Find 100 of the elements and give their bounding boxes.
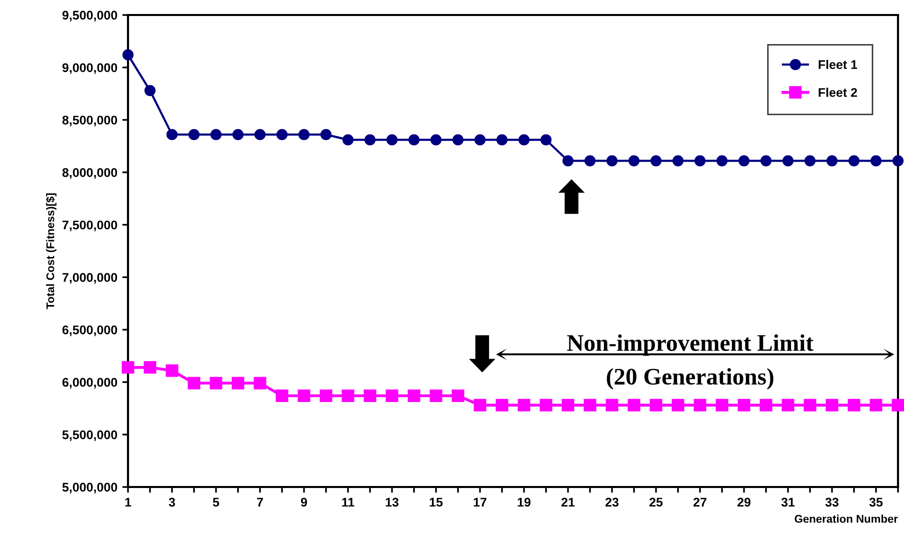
x-axis-title: Generation Number xyxy=(794,514,898,523)
x-tick-label: 33 xyxy=(825,498,838,507)
point xyxy=(342,134,354,146)
point xyxy=(518,134,530,146)
point xyxy=(672,155,684,166)
point xyxy=(496,134,508,146)
point xyxy=(518,398,530,412)
point xyxy=(188,129,200,140)
point xyxy=(430,134,442,146)
point xyxy=(452,389,464,402)
point xyxy=(892,398,904,412)
y-tick-label: 6,500,000 xyxy=(62,325,118,336)
point xyxy=(166,129,178,140)
point xyxy=(320,389,332,402)
point xyxy=(408,389,420,402)
point xyxy=(320,129,332,140)
point xyxy=(584,155,596,166)
y-tick-label: 7,000,000 xyxy=(62,273,118,284)
point xyxy=(298,389,310,402)
point xyxy=(826,155,838,166)
x-tick-label: 27 xyxy=(693,498,706,506)
y-tick-label: 9,500,000 xyxy=(62,10,118,22)
x-tick-label: 21 xyxy=(561,498,575,506)
point xyxy=(364,134,376,146)
x-tick-label: 9 xyxy=(300,498,308,507)
x-tick-label: 17 xyxy=(474,498,486,506)
point xyxy=(716,155,728,166)
annotation: Non-improvement Limit (20 Generations) xyxy=(567,334,814,390)
x-tick-label: 11 xyxy=(342,498,354,506)
point xyxy=(474,134,486,146)
point xyxy=(210,129,222,140)
y-tick-label: 8,000,000 xyxy=(62,168,118,179)
y-tick-label: 8,500,000 xyxy=(62,116,118,126)
point xyxy=(386,134,398,146)
point xyxy=(826,398,838,412)
point xyxy=(474,398,486,412)
x-tick-label: 25 xyxy=(649,498,663,507)
point xyxy=(738,398,750,412)
point xyxy=(386,389,398,402)
y-tick-label: 6,000,000 xyxy=(62,378,118,389)
legend-label: Fleet 1 xyxy=(818,60,858,70)
point xyxy=(694,155,706,166)
x-tick-label: 19 xyxy=(518,498,530,507)
x-tick-label: 15 xyxy=(430,498,443,507)
point xyxy=(650,398,662,412)
point xyxy=(848,155,860,166)
point xyxy=(716,398,728,412)
point xyxy=(166,364,178,377)
point xyxy=(672,398,684,412)
point xyxy=(606,398,618,412)
point xyxy=(276,129,288,140)
point xyxy=(628,155,640,166)
point xyxy=(562,398,574,412)
x-tick-label: 23 xyxy=(605,498,618,507)
point xyxy=(254,129,266,140)
point xyxy=(562,155,574,166)
point xyxy=(342,389,354,402)
point xyxy=(122,361,134,374)
point xyxy=(144,84,156,96)
point xyxy=(408,134,420,146)
y-tick-label: 5,500,000 xyxy=(62,430,118,442)
point xyxy=(298,129,310,140)
point xyxy=(804,398,816,412)
point xyxy=(782,398,794,412)
point xyxy=(760,398,772,412)
point xyxy=(430,389,442,402)
x-tick-label: 5 xyxy=(212,498,220,507)
y-axis-title: Total Cost (Fitness)[$] xyxy=(46,193,56,310)
point xyxy=(276,389,288,402)
point xyxy=(210,376,222,390)
point xyxy=(694,398,706,412)
x-tick-label: 1 xyxy=(125,498,132,506)
x-tick-label: 31 xyxy=(781,498,795,507)
x-tick-label: 3 xyxy=(168,498,176,507)
point xyxy=(892,155,904,166)
point xyxy=(232,376,244,390)
point xyxy=(496,398,508,412)
y-tick-label: 5,000,000 xyxy=(62,482,118,494)
point xyxy=(870,398,882,412)
x-tick-label: 7 xyxy=(257,498,263,506)
point xyxy=(188,376,200,390)
point xyxy=(452,134,464,146)
point xyxy=(232,129,244,140)
point xyxy=(122,49,134,60)
point xyxy=(584,398,596,412)
point xyxy=(848,398,860,412)
point xyxy=(540,398,552,412)
point xyxy=(364,389,376,402)
point xyxy=(254,376,266,390)
point xyxy=(760,155,772,166)
point xyxy=(144,361,156,374)
point xyxy=(540,134,552,146)
point xyxy=(606,155,618,166)
legend-label: Fleet 2 xyxy=(818,88,858,97)
x-tick-label: 35 xyxy=(869,498,883,507)
point xyxy=(804,155,816,166)
point xyxy=(738,155,750,166)
x-tick-label: 29 xyxy=(737,498,750,507)
point xyxy=(650,155,662,166)
x-tick-label: 13 xyxy=(386,498,398,507)
